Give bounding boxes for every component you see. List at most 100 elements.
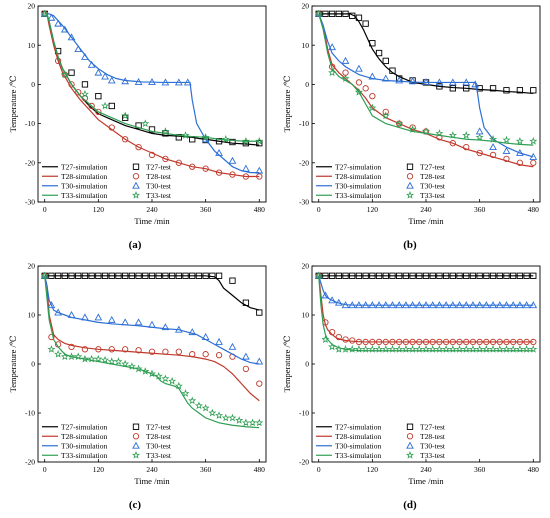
t30-test-point [469, 301, 477, 309]
t33-test-point [201, 403, 210, 412]
t33-test-point [442, 345, 451, 353]
t33-test-point [255, 418, 264, 427]
t33-test-point [395, 119, 404, 128]
y-axis-label: Temperature /℃ [8, 336, 18, 393]
t28-test-point [189, 163, 196, 170]
t30-test-point [228, 342, 237, 350]
t30-test-point [489, 143, 497, 151]
t27-test-point [322, 10, 329, 17]
x-tick-label: 480 [254, 465, 266, 474]
t28-test-point [135, 143, 142, 151]
t28-test-point [510, 338, 517, 346]
t27-test-point [229, 138, 236, 146]
t27-test-point [108, 272, 115, 279]
t27-test-point [516, 87, 524, 94]
t27-test-point [229, 277, 236, 284]
y-tick-label: 10 [302, 311, 310, 320]
t33-test-point [489, 345, 498, 353]
t27-test-point [456, 272, 463, 279]
x-tick-label: 480 [254, 205, 266, 214]
legend-label-sim: T30-simulation [61, 181, 107, 190]
legend-label-test: T30-test [420, 441, 446, 450]
t30-test-point [388, 301, 397, 309]
panel-label: (c) [129, 499, 142, 511]
y-axis-label: Temperature /℃ [8, 76, 18, 133]
t33-test-point [314, 9, 323, 18]
legend-label-test: T33-test [420, 451, 446, 460]
t28-test-point [369, 338, 376, 346]
t33-test-point [415, 345, 424, 353]
legend-label-sim: T33-simulation [335, 191, 381, 200]
t28-test-point [449, 140, 456, 147]
t28-test-point [476, 338, 483, 346]
t33-test-point [529, 136, 538, 145]
t28-test-point [463, 338, 470, 346]
t27-test-point [135, 122, 142, 129]
t30-test-point [134, 318, 143, 326]
t27-test-point [155, 272, 162, 279]
legend-marker-t27 [132, 423, 140, 430]
t27-test-point [375, 49, 383, 57]
t27-test-point [128, 272, 136, 279]
t33-test-point [168, 376, 177, 385]
t28-test-point [75, 89, 82, 96]
t28-test-point [463, 143, 470, 151]
t30-test-point [502, 301, 511, 309]
t27-test-point [523, 272, 530, 279]
t30-test-point [148, 78, 156, 85]
t33-test-point [408, 345, 417, 353]
t30-test-point [375, 301, 383, 309]
t27-test-point [375, 272, 383, 279]
t33-test-point [435, 345, 444, 353]
t27-test-point [182, 272, 189, 279]
t28-test-point [108, 346, 115, 353]
t27-test-point [148, 126, 156, 133]
t33-test-point [80, 89, 89, 98]
t27-test-point [369, 272, 376, 279]
t30-test-point [174, 325, 183, 333]
t27-test-point [449, 272, 456, 279]
legend-label-test: T28-test [420, 172, 446, 181]
t27-test-point [142, 272, 149, 279]
y-axis-label: Temperature /℃ [282, 76, 292, 133]
legend-label-test: T27-test [420, 422, 446, 431]
t27-test-point [429, 272, 436, 279]
legend-marker-t28 [406, 173, 414, 180]
t33-test-point [388, 345, 397, 353]
t30-test-point [402, 301, 410, 309]
t33-simulation-line [44, 275, 260, 429]
t33-test-point [509, 345, 518, 353]
x-tick-label: 240 [146, 205, 158, 214]
t33-test-point [314, 271, 323, 280]
legend-marker-t33 [131, 190, 141, 199]
t28-test-point [81, 346, 89, 353]
t27-test-point [382, 57, 389, 65]
t33-test-point [462, 345, 471, 353]
t33-test-point [154, 372, 163, 380]
t28-test-point [530, 338, 537, 346]
t27-test-point [168, 272, 176, 279]
t33-test-point [54, 349, 63, 358]
t30-test-point [462, 301, 471, 309]
t33-test-point [107, 357, 116, 365]
t33-test-point [147, 369, 157, 378]
t33-test-point [60, 70, 69, 79]
t33-simulation-line [318, 275, 534, 352]
t28-test-point [489, 338, 497, 346]
t33-test-point [188, 396, 197, 405]
t28-test-point [189, 351, 196, 358]
plot-frame [37, 5, 267, 203]
t30-test-point [183, 78, 192, 86]
legend-label-sim: T28-simulation [335, 432, 381, 441]
t30-test-point [215, 337, 223, 345]
legend-label-test: T30-test [146, 181, 172, 190]
t30-test-point [529, 152, 538, 160]
t30-test-point [161, 323, 170, 331]
t27-test-point [382, 272, 389, 279]
legend-marker-t33 [405, 190, 415, 199]
t30-simulation-line [318, 13, 534, 158]
x-tick-label: 240 [420, 205, 432, 214]
t27-test-point [496, 272, 503, 279]
t28-test-point [362, 338, 369, 346]
t33-test-point [348, 345, 357, 353]
